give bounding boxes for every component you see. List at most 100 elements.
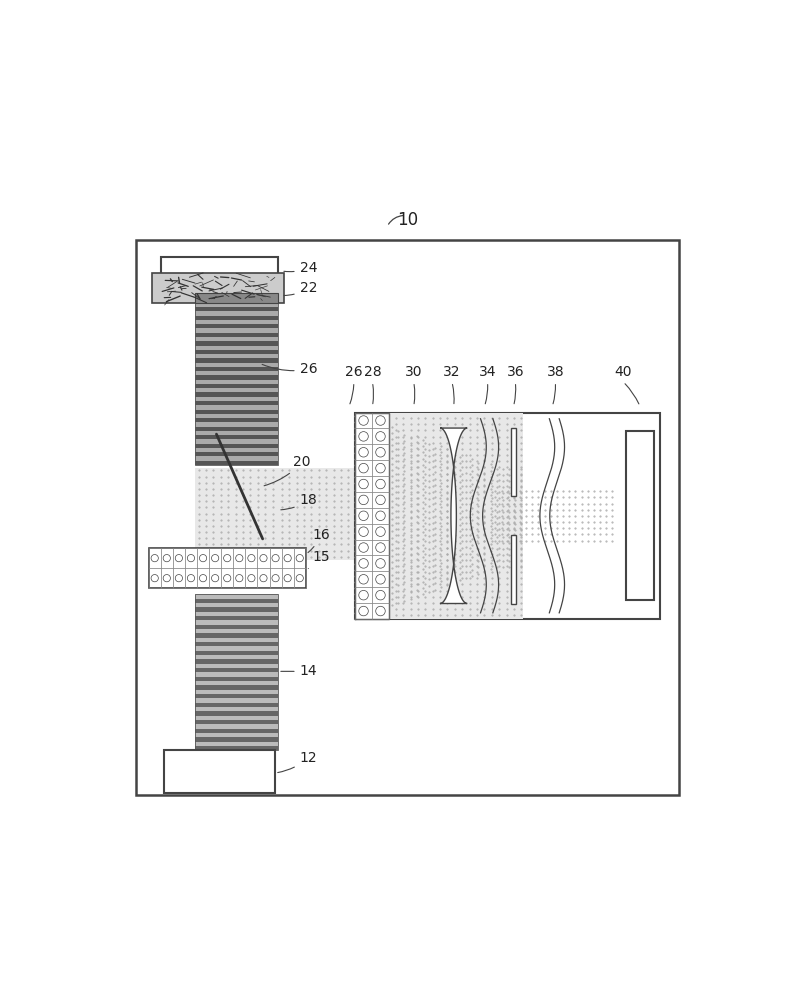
Bar xyxy=(195,480,278,484)
Text: 18: 18 xyxy=(281,493,317,510)
Bar xyxy=(195,703,278,707)
Circle shape xyxy=(376,495,386,505)
Bar xyxy=(195,401,278,405)
Circle shape xyxy=(376,479,386,489)
Circle shape xyxy=(359,543,368,552)
Bar xyxy=(372,555,389,571)
Bar xyxy=(195,642,278,646)
Bar xyxy=(195,427,278,431)
Circle shape xyxy=(260,555,267,562)
Bar xyxy=(195,690,278,694)
Bar xyxy=(195,664,278,668)
Circle shape xyxy=(359,448,368,457)
Bar xyxy=(195,452,278,456)
Bar xyxy=(195,346,278,350)
Bar xyxy=(195,594,278,599)
Bar xyxy=(195,594,278,750)
Bar xyxy=(195,672,278,677)
Bar xyxy=(195,311,278,316)
Bar xyxy=(355,587,372,603)
Bar xyxy=(195,488,278,493)
Bar xyxy=(372,428,389,444)
Bar xyxy=(195,497,278,501)
Bar xyxy=(195,358,278,363)
Bar xyxy=(195,620,278,625)
Bar xyxy=(195,505,278,510)
Bar xyxy=(195,655,278,659)
Circle shape xyxy=(223,555,231,562)
Circle shape xyxy=(272,575,279,582)
Bar xyxy=(195,698,278,703)
Bar xyxy=(137,240,678,795)
Text: 26: 26 xyxy=(345,365,363,379)
Bar xyxy=(195,694,278,698)
Bar xyxy=(355,508,372,524)
Bar xyxy=(195,746,278,750)
Bar xyxy=(372,587,389,603)
Bar xyxy=(195,418,278,422)
Bar xyxy=(185,548,197,568)
Text: 10: 10 xyxy=(397,211,418,229)
Bar xyxy=(233,548,246,568)
Bar xyxy=(195,522,278,527)
Bar xyxy=(195,685,278,690)
Bar xyxy=(195,544,278,548)
Circle shape xyxy=(359,495,368,505)
Bar xyxy=(195,320,278,324)
Bar xyxy=(164,750,275,793)
Bar xyxy=(195,341,278,346)
Bar xyxy=(355,444,372,460)
Bar xyxy=(246,568,258,588)
Bar xyxy=(195,414,278,418)
Bar xyxy=(195,720,278,724)
Bar xyxy=(195,646,278,651)
Bar xyxy=(195,531,278,535)
Bar xyxy=(185,568,197,588)
Bar xyxy=(195,431,278,435)
Bar xyxy=(372,603,389,619)
Circle shape xyxy=(359,606,368,616)
Bar xyxy=(195,405,278,410)
Bar xyxy=(195,363,278,367)
Bar xyxy=(195,638,278,642)
Bar xyxy=(195,633,278,638)
Bar xyxy=(195,681,278,685)
Bar xyxy=(195,518,278,522)
Text: 15: 15 xyxy=(308,550,330,569)
Circle shape xyxy=(175,575,183,582)
Bar xyxy=(355,524,372,540)
Bar xyxy=(258,568,270,588)
Bar xyxy=(195,493,278,497)
Circle shape xyxy=(376,432,386,441)
Text: 20: 20 xyxy=(264,455,311,486)
Bar xyxy=(209,548,221,568)
Circle shape xyxy=(376,559,386,568)
Bar xyxy=(195,625,278,629)
Bar xyxy=(195,392,278,397)
Bar xyxy=(355,555,372,571)
Circle shape xyxy=(163,555,170,562)
Bar xyxy=(195,475,278,480)
Bar xyxy=(149,548,161,568)
Circle shape xyxy=(359,463,368,473)
Bar xyxy=(195,337,278,341)
Bar xyxy=(195,303,278,465)
Bar xyxy=(195,456,278,461)
Bar xyxy=(281,548,293,568)
Bar xyxy=(195,629,278,633)
Bar xyxy=(355,428,372,444)
Bar xyxy=(355,540,372,555)
Bar xyxy=(355,603,372,619)
Circle shape xyxy=(376,527,386,536)
Bar xyxy=(293,568,306,588)
Bar xyxy=(195,444,278,448)
Bar xyxy=(195,737,278,742)
Bar xyxy=(195,742,278,746)
Circle shape xyxy=(284,575,291,582)
Bar xyxy=(195,527,278,531)
Circle shape xyxy=(376,590,386,600)
Bar xyxy=(372,460,389,476)
Bar xyxy=(195,468,278,560)
Text: 26: 26 xyxy=(262,362,317,376)
Bar xyxy=(510,535,516,604)
